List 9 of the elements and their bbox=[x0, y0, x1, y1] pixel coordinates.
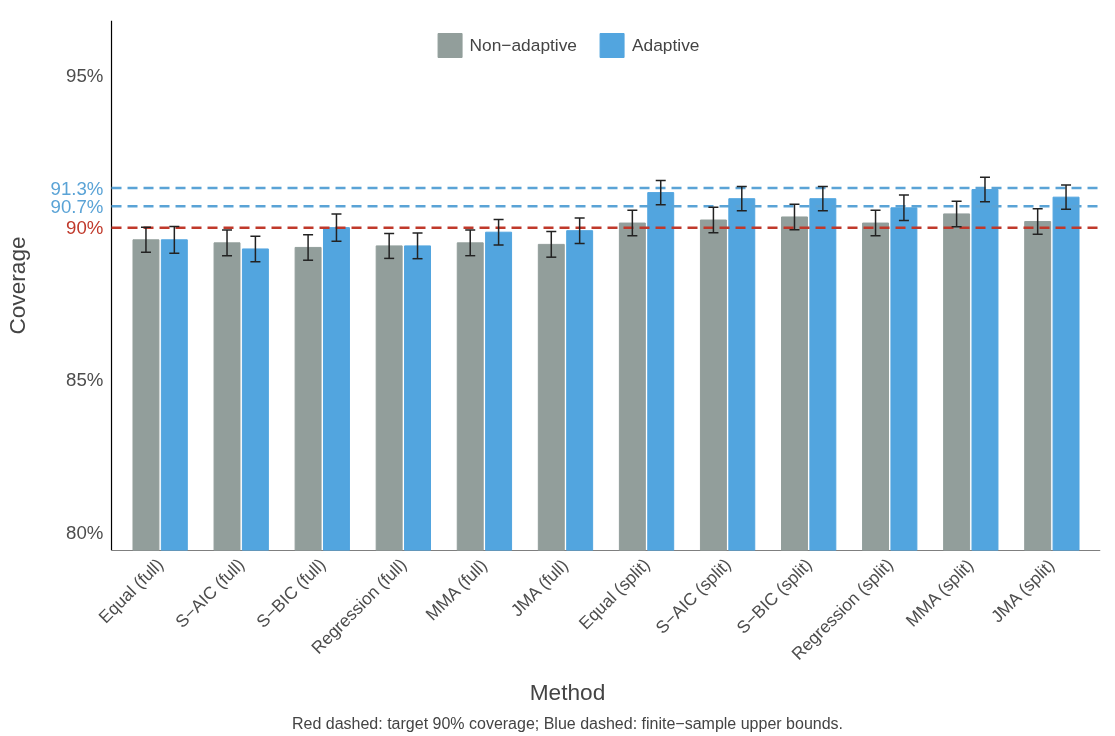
legend-label: Adaptive bbox=[631, 34, 700, 56]
y-tick-label: 85% bbox=[66, 369, 104, 391]
y-axis-title: Coverage bbox=[3, 236, 30, 335]
x-axis-title: Method bbox=[529, 678, 606, 705]
text: Red dashed: target 90% coverage; Blue dashed: finite−sample upper bounds. bbox=[291, 714, 844, 732]
legend-label: Non−adaptive bbox=[469, 34, 577, 56]
y-tick-label: 80% bbox=[66, 521, 104, 543]
y-tick-label: 95% bbox=[66, 64, 104, 86]
ref-line-label: 90% bbox=[66, 217, 104, 239]
